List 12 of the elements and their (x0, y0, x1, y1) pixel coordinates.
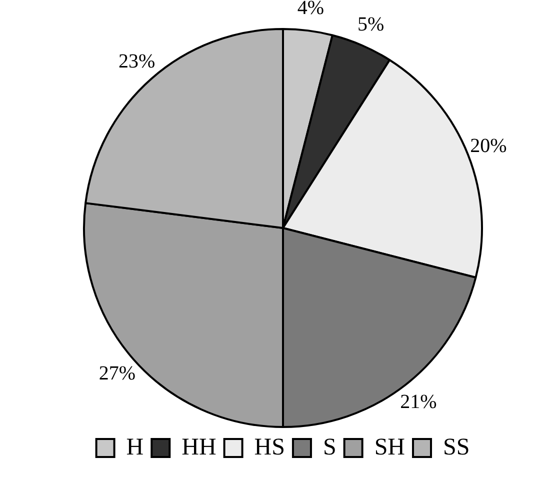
legend-label: H (126, 434, 144, 460)
data-label: 21% (400, 390, 437, 413)
data-label: 27% (98, 362, 136, 384)
data-label: 20% (470, 134, 507, 157)
data-label: 5% (357, 13, 384, 36)
legend-label: HS (254, 434, 285, 460)
legend-label: SS (443, 434, 470, 460)
legend-label: S (322, 434, 336, 460)
data-label: 4% (297, 0, 324, 19)
legend-label: SH (374, 434, 406, 460)
legend-label: HH (182, 434, 216, 460)
data-label: 23% (118, 50, 156, 72)
